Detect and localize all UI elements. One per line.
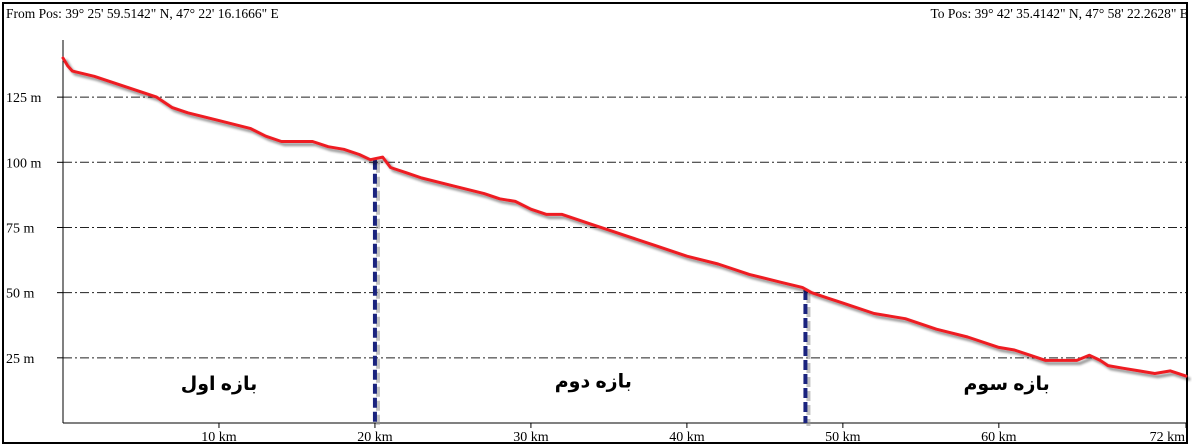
x-tick-label: 10 km <box>201 430 237 445</box>
from-position-label: From Pos: 39° 25' 59.5142" N, 47° 22' 16… <box>6 6 279 21</box>
label-layer: بازه اول بازه دوم بازه سوم <box>181 371 1050 395</box>
series-layer <box>61 56 1188 378</box>
x-tick-label: 50 km <box>825 430 861 445</box>
axes-layer: 25 m 50 m 75 m 100 m 125 m 10 km 20 km 30 km 40 … <box>6 40 1187 445</box>
x-tick-label: 72 km <box>1150 430 1186 445</box>
x-tick-label: 60 km <box>981 430 1017 445</box>
y-tick-label: 75 m <box>6 221 35 236</box>
x-tick-label: 40 km <box>669 430 705 445</box>
section-label: بازه دوم <box>555 371 632 392</box>
y-tick-label: 125 m <box>6 91 42 106</box>
x-tick-label: 30 km <box>513 430 549 445</box>
to-position-label: To Pos: 39° 42' 35.4142" N, 47° 58' 22.2… <box>930 6 1189 21</box>
x-tick-label: 20 km <box>357 430 393 445</box>
section-label: بازه سوم <box>964 374 1050 395</box>
grid-layer <box>63 96 1186 359</box>
elevation-line <box>61 56 1188 378</box>
section-label: بازه اول <box>181 374 258 395</box>
y-tick-label: 100 m <box>6 156 42 171</box>
divider-layer <box>372 159 811 426</box>
y-tick-label: 25 m <box>6 352 35 367</box>
y-tick-label: 50 m <box>6 287 35 302</box>
